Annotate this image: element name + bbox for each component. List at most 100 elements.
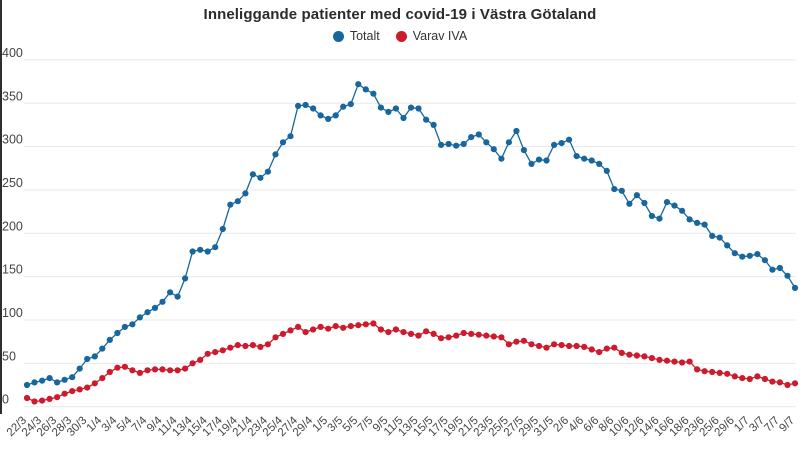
x-axis-labels: 22/324/326/328/330/31/43/45/47/49/411/41…: [5, 414, 797, 439]
totalt-point: [302, 101, 309, 109]
totalt-point: [370, 90, 377, 97]
legend-label-varav-iva: Varav IVA: [412, 29, 468, 43]
totalt-point: [69, 374, 76, 381]
totalt-point: [566, 136, 573, 143]
varav-iva-point: [460, 329, 467, 337]
totalt-point: [520, 147, 528, 154]
varav-iva-point: [656, 356, 663, 363]
totalt-point: [362, 86, 369, 93]
totalt-point: [144, 309, 151, 316]
totalt-point: [76, 365, 83, 372]
varav-iva-point: [731, 373, 738, 380]
totalt-point: [332, 112, 339, 119]
totalt-point: [423, 116, 430, 123]
varav-iva-point: [475, 331, 482, 338]
varav-iva-point: [370, 320, 377, 327]
totalt-point: [54, 379, 61, 386]
varav-iva-point: [445, 334, 452, 341]
varav-iva-point: [106, 368, 113, 376]
totalt-point: [483, 139, 490, 146]
totalt-point: [618, 187, 625, 194]
totalt-point: [91, 353, 98, 360]
x-tick-label: 9/7: [777, 415, 797, 435]
varav-iva-point: [136, 369, 143, 376]
varav-iva-point: [686, 358, 693, 365]
varav-iva-point: [151, 366, 159, 373]
totalt-point: [724, 242, 731, 249]
varav-iva-point: [769, 378, 776, 385]
varav-iva-point: [505, 341, 512, 348]
totalt-point: [392, 105, 399, 112]
varav-iva-point: [234, 342, 241, 349]
varav-iva-point: [453, 332, 460, 339]
varav-iva-point: [295, 323, 302, 330]
totalt-point: [430, 121, 437, 128]
varav-iva-point: [189, 360, 196, 367]
varav-iva-point: [618, 349, 625, 356]
totalt-point: [475, 131, 482, 138]
totalt-point: [716, 234, 723, 241]
y-axis-labels: 0 50 100 150 200 250 300 350 400: [2, 46, 23, 407]
varav-iva-point: [54, 394, 61, 401]
varav-iva-point: [573, 342, 580, 350]
totalt-point: [611, 186, 618, 193]
varav-iva-point: [566, 342, 573, 350]
varav-iva-point: [543, 344, 550, 351]
totalt-point: [679, 207, 686, 214]
varav-iva-point: [129, 367, 136, 374]
varav-iva-point: [671, 358, 678, 365]
varav-iva-point: [317, 323, 324, 330]
varav-iva-point: [438, 335, 445, 342]
varav-iva-point: [558, 342, 565, 349]
varav-iva-point: [392, 326, 399, 333]
varav-iva-point: [272, 334, 279, 341]
varav-iva-point: [39, 397, 46, 404]
legend-item-varav-iva[interactable]: Varav IVA: [395, 29, 468, 43]
varav-iva-point: [761, 375, 769, 383]
totalt-point: [694, 219, 701, 226]
totalt-point: [197, 246, 204, 253]
legend-item-totalt[interactable]: Totalt: [332, 29, 380, 43]
varav-iva-point: [791, 380, 799, 387]
varav-iva-point: [84, 384, 91, 391]
varav-iva-point: [99, 375, 106, 382]
totalt-point: [106, 336, 113, 343]
totalt-point: [581, 155, 588, 162]
varav-iva-point: [332, 323, 339, 330]
varav-iva-point: [400, 329, 407, 336]
totalt-point: [784, 272, 791, 279]
varav-iva-point: [754, 373, 761, 380]
totalt-point: [498, 155, 505, 162]
totalt-point: [377, 104, 384, 111]
varav-iva-point: [204, 350, 211, 357]
varav-iva-point: [626, 351, 633, 358]
totalt-point: [39, 377, 46, 384]
varav-iva-point: [219, 347, 226, 354]
varav-iva-point: [23, 394, 31, 402]
totalt-point: [407, 104, 415, 111]
varav-iva-point: [340, 324, 347, 331]
varav-iva-point: [212, 349, 219, 356]
totalt-point: [242, 190, 249, 197]
varav-iva-point: [513, 338, 520, 345]
totalt-point: [791, 284, 799, 291]
varav-iva-point: [483, 332, 490, 339]
totalt-point: [121, 323, 128, 330]
varav-iva-point: [121, 363, 128, 370]
totalt-point: [543, 157, 550, 164]
varav-iva-point: [144, 367, 151, 374]
totalt-point: [355, 81, 362, 88]
varav-iva-point: [468, 330, 475, 337]
totalt-point: [513, 127, 520, 135]
varav-iva-point: [663, 357, 671, 364]
varav-iva-point: [679, 359, 686, 366]
totalt-point: [663, 199, 671, 206]
varav-iva-point: [287, 327, 294, 334]
totalt-point: [776, 264, 784, 272]
varav-iva-point: [633, 352, 641, 359]
varav-iva-point: [91, 380, 98, 387]
totalt-point: [648, 212, 656, 220]
totalt-point: [204, 248, 211, 255]
totalt-point: [754, 251, 761, 258]
totalt-point: [453, 142, 460, 149]
